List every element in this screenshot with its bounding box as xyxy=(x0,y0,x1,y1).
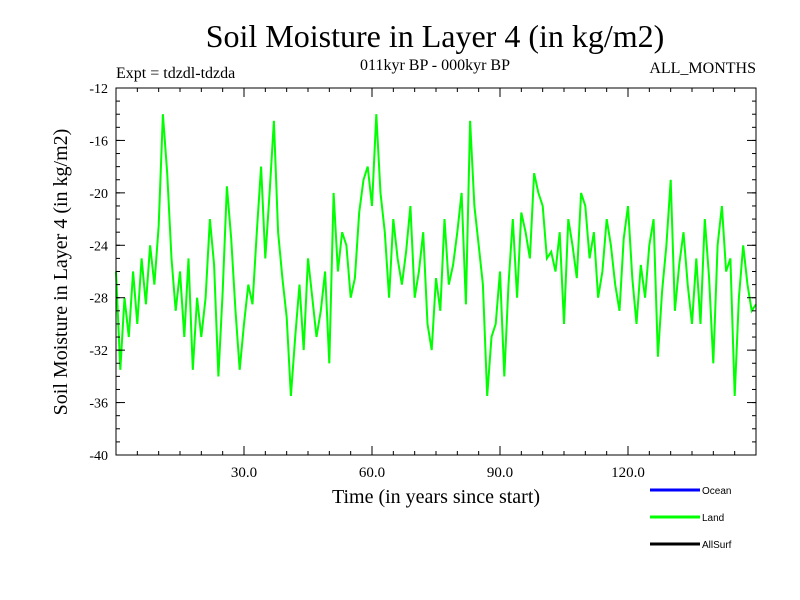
y-tick-label: -32 xyxy=(89,344,108,359)
x-tick-label: 30.0 xyxy=(231,465,257,481)
y-tick-label: -24 xyxy=(89,239,108,254)
chart-subtitle-center: 011kyr BP - 000kyr BP xyxy=(360,57,510,74)
y-tick-label: -20 xyxy=(89,187,108,202)
legend-label-ocean: Ocean xyxy=(702,486,731,497)
chart-subtitle-right: ALL_MONTHS xyxy=(649,60,756,77)
y-tick-label: -40 xyxy=(89,449,108,464)
y-tick-label: -36 xyxy=(89,397,108,412)
legend: Ocean Land AllSurf xyxy=(650,486,732,551)
plot-area: -12 -16 -20 -24 -28 -32 -36 -40 30.0 60.0 90.0 120.… xyxy=(89,82,757,481)
x-tick-label: 60.0 xyxy=(359,465,385,481)
series-line-land xyxy=(115,114,757,397)
chart-subtitle-left: Expt = tdzdl-tdzda xyxy=(116,65,235,82)
plot-frame xyxy=(115,87,757,456)
legend-label-allsurf: AllSurf xyxy=(702,540,732,551)
x-axis-label: Time (in years since start) xyxy=(332,486,540,508)
legend-label-land: Land xyxy=(702,513,724,524)
y-tick-label: -16 xyxy=(89,134,108,149)
x-tick-label: 120.0 xyxy=(611,465,645,481)
chart-title: Soil Moisture in Layer 4 (in kg/m2) xyxy=(206,18,665,54)
y-axis-label: Soil Moisture in Layer 4 (in kg/m2) xyxy=(50,129,72,416)
y-tick-label: -28 xyxy=(89,292,108,307)
y-tick-label: -12 xyxy=(89,82,108,97)
x-tick-label: 90.0 xyxy=(487,465,513,481)
